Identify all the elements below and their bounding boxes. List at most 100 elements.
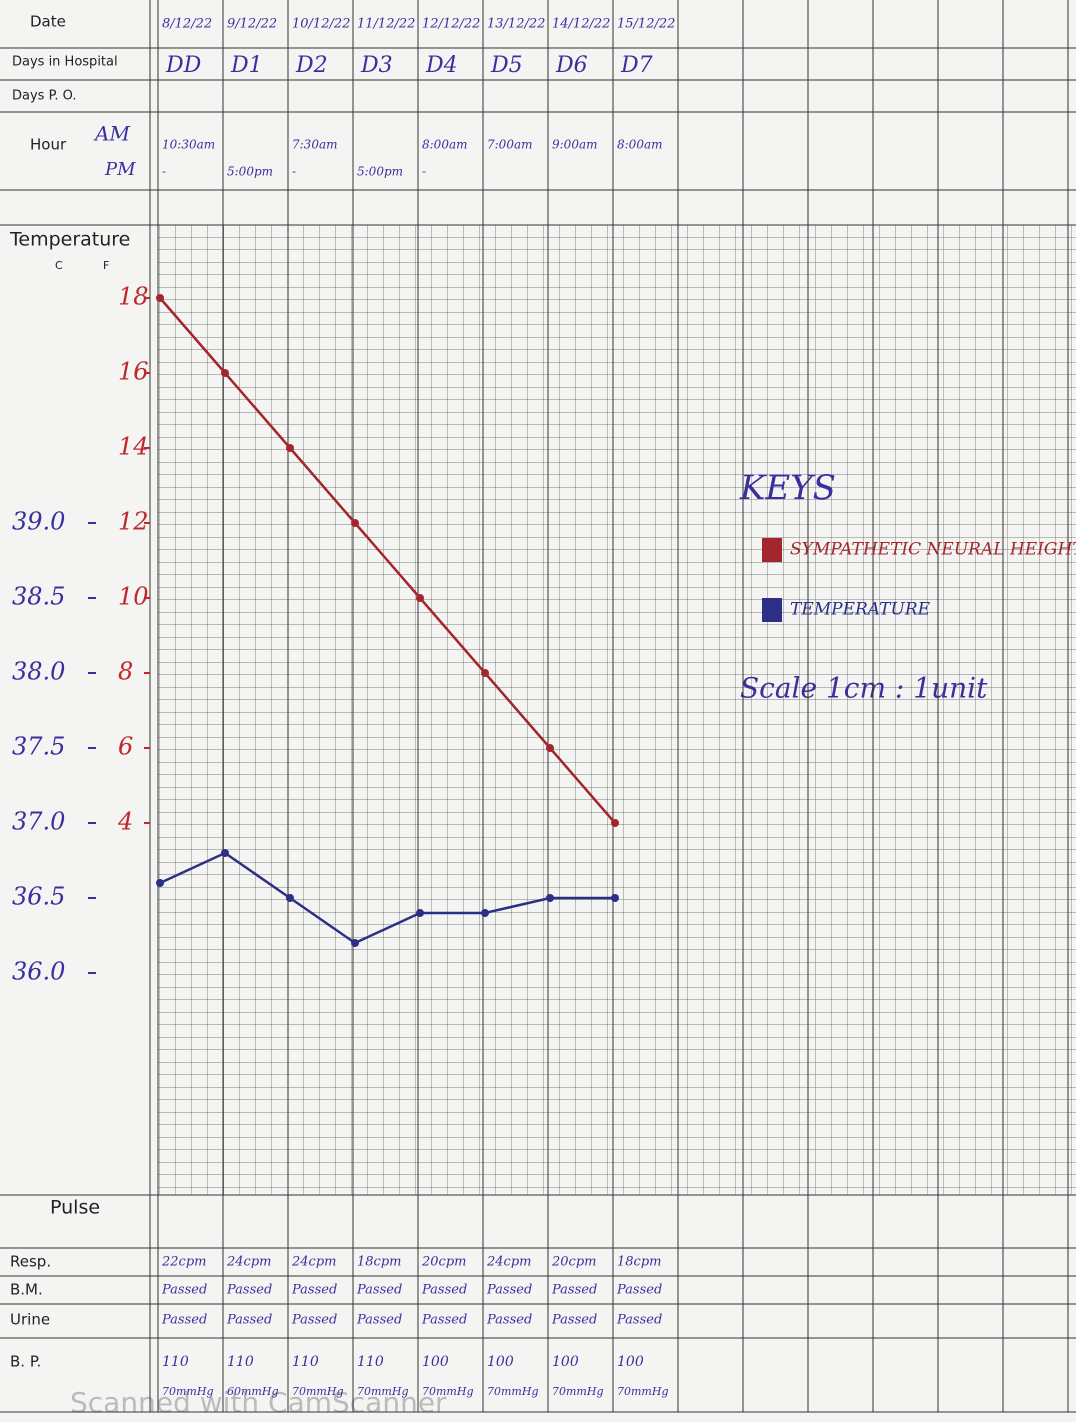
cell-text: 70mmHg <box>422 1385 474 1398</box>
cell-text: 14/12/22 <box>552 17 610 32</box>
row-label: AM <box>93 122 130 146</box>
cell-text: Passed <box>356 1313 402 1328</box>
cell-text: 70mmHg <box>292 1385 344 1398</box>
y-tick-label: 37.5 <box>12 733 65 761</box>
row-label: Urine <box>10 1311 50 1329</box>
cell-text: Passed <box>616 1283 662 1298</box>
x-tick-label: D6 <box>555 53 588 78</box>
cell-text: Passed <box>421 1313 467 1328</box>
series-line <box>159 851 615 945</box>
x-tick-label: D3 <box>360 53 393 78</box>
cell-text: 8/12/22 <box>162 17 212 32</box>
legend-swatch <box>762 598 782 622</box>
cell-text: 24cpm <box>291 1255 336 1270</box>
y-tick-label: 38.5 <box>12 583 65 611</box>
data-point <box>221 369 229 377</box>
cell-text: Passed <box>356 1283 402 1298</box>
cell-text: 12/12/22 <box>422 17 480 32</box>
cell-text: Passed <box>161 1313 207 1328</box>
cell-text: 24cpm <box>486 1255 531 1270</box>
row-label: Pulse <box>50 1197 100 1219</box>
y-tick-label: 36.0 <box>12 958 65 986</box>
x-tick-label: D5 <box>490 53 523 78</box>
cell-text: 110 <box>292 1354 319 1370</box>
data-point <box>611 819 619 827</box>
cell-text: 110 <box>227 1354 254 1370</box>
scale-note: Scale 1cm : 1unit <box>740 672 988 705</box>
y-tick-label: 39.0 <box>12 508 65 536</box>
cell-text: 70mmHg <box>162 1385 214 1398</box>
legend-label: SYMPATHETIC NEURAL HEIGHT <box>790 540 1076 560</box>
cell-text: 9/12/22 <box>227 17 277 32</box>
cell-text: 8:00am <box>617 138 662 152</box>
cell-text: 100 <box>552 1354 579 1370</box>
data-point <box>351 519 359 527</box>
cell-text: 110 <box>162 1354 189 1370</box>
watermark: Scanned with CamScanner <box>70 1386 447 1419</box>
cell-text: - <box>422 165 426 179</box>
cell-text: 8:00am <box>422 138 467 152</box>
data-point <box>286 444 294 452</box>
cell-text: 70mmHg <box>357 1385 409 1398</box>
data-point <box>416 909 424 917</box>
data-point <box>546 744 554 752</box>
data-point <box>416 594 424 602</box>
cell-text: 24cpm <box>226 1255 271 1270</box>
cell-text: 15/12/22 <box>617 17 675 32</box>
x-tick-label: DD <box>165 53 202 78</box>
cell-text: Passed <box>616 1313 662 1328</box>
data-point <box>481 909 489 917</box>
cell-text: Passed <box>551 1283 597 1298</box>
cell-text: 70mmHg <box>487 1385 539 1398</box>
cell-text: Passed <box>551 1313 597 1328</box>
x-tick-label: D4 <box>425 53 458 78</box>
cell-text: Passed <box>421 1283 467 1298</box>
y-tick-label: 38.0 <box>12 658 65 686</box>
cell-text: 70mmHg <box>552 1385 604 1398</box>
cell-text: 11/12/22 <box>357 17 415 32</box>
x-tick-label: D7 <box>620 53 653 78</box>
cell-text: 22cpm <box>161 1255 206 1270</box>
row-label: Date <box>30 13 66 31</box>
y2-tick-label: 4 <box>117 808 133 836</box>
cell-text: 110 <box>357 1354 384 1370</box>
data-point <box>351 939 359 947</box>
cell-text: 20cpm <box>551 1255 596 1270</box>
x-tick-label: D1 <box>230 53 263 78</box>
cell-text: Passed <box>291 1283 337 1298</box>
legend-label: TEMPERATURE <box>790 600 931 620</box>
y2-tick-label: 10 <box>118 583 149 611</box>
cell-text: Passed <box>486 1313 532 1328</box>
data-point <box>611 894 619 902</box>
cell-text: Passed <box>161 1283 207 1298</box>
cell-text: 70mmHg <box>617 1385 669 1398</box>
cell-text: Passed <box>291 1313 337 1328</box>
data-point <box>546 894 554 902</box>
y2-tick-label: 12 <box>118 508 149 536</box>
row-label: Temperature <box>9 229 130 251</box>
axis-label: F <box>103 259 109 272</box>
cell-text: 10/12/22 <box>292 17 350 32</box>
cell-text: 100 <box>617 1354 644 1370</box>
y2-tick-label: 14 <box>118 433 149 461</box>
cell-text: 100 <box>422 1354 449 1370</box>
data-point <box>221 849 229 857</box>
cell-text: 9:00am <box>552 138 597 152</box>
cell-text: 5:00pm <box>357 165 403 179</box>
cell-text: 100 <box>487 1354 514 1370</box>
cell-text: 13/12/22 <box>487 17 545 32</box>
y2-tick-label: 6 <box>118 733 133 761</box>
cell-text: 10:30am <box>162 138 215 152</box>
row-label: PM <box>104 159 136 180</box>
data-point <box>286 894 294 902</box>
row-label: Days P. O. <box>12 89 77 104</box>
cell-text: - <box>292 165 296 179</box>
legend-swatch <box>762 538 782 562</box>
cell-text: Passed <box>226 1313 272 1328</box>
row-label: B. P. <box>10 1353 41 1371</box>
data-point <box>156 879 164 887</box>
cell-text: - <box>162 165 166 179</box>
cell-text: Passed <box>226 1283 272 1298</box>
row-label: Resp. <box>10 1253 51 1271</box>
